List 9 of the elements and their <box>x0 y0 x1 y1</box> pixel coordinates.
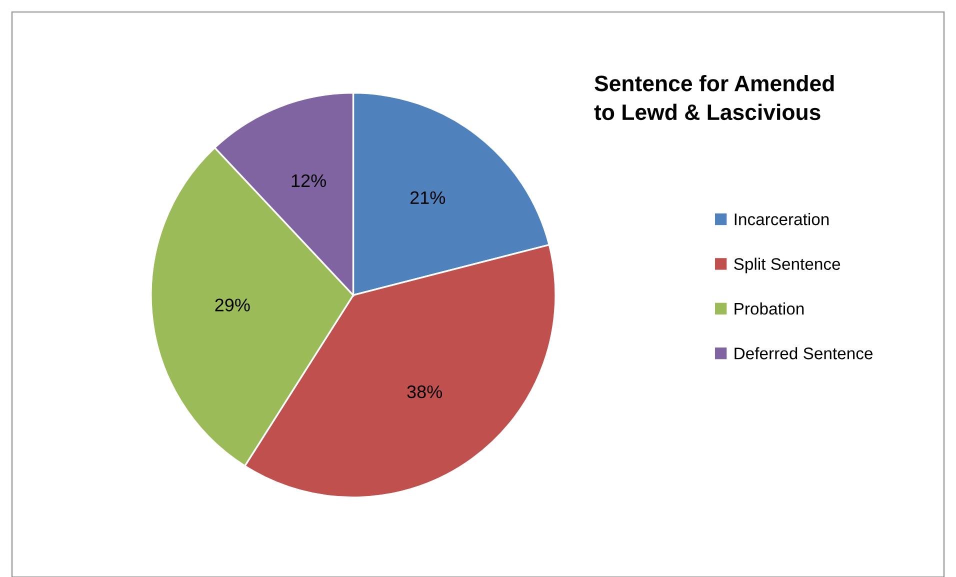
data-label: 12% <box>292 174 326 188</box>
data-label: 21% <box>410 191 446 204</box>
legend-label: Probation <box>734 302 804 315</box>
data-label: 38% <box>407 385 442 398</box>
legend-label: Incarceration <box>734 213 829 226</box>
data-label: 29% <box>215 298 250 312</box>
legend-label: Deferred Sentence <box>734 347 872 360</box>
legend-label: Split Sentence <box>734 258 840 274</box>
chart-title: Sentence for Amended to Lewd & Lascivious <box>594 75 834 120</box>
